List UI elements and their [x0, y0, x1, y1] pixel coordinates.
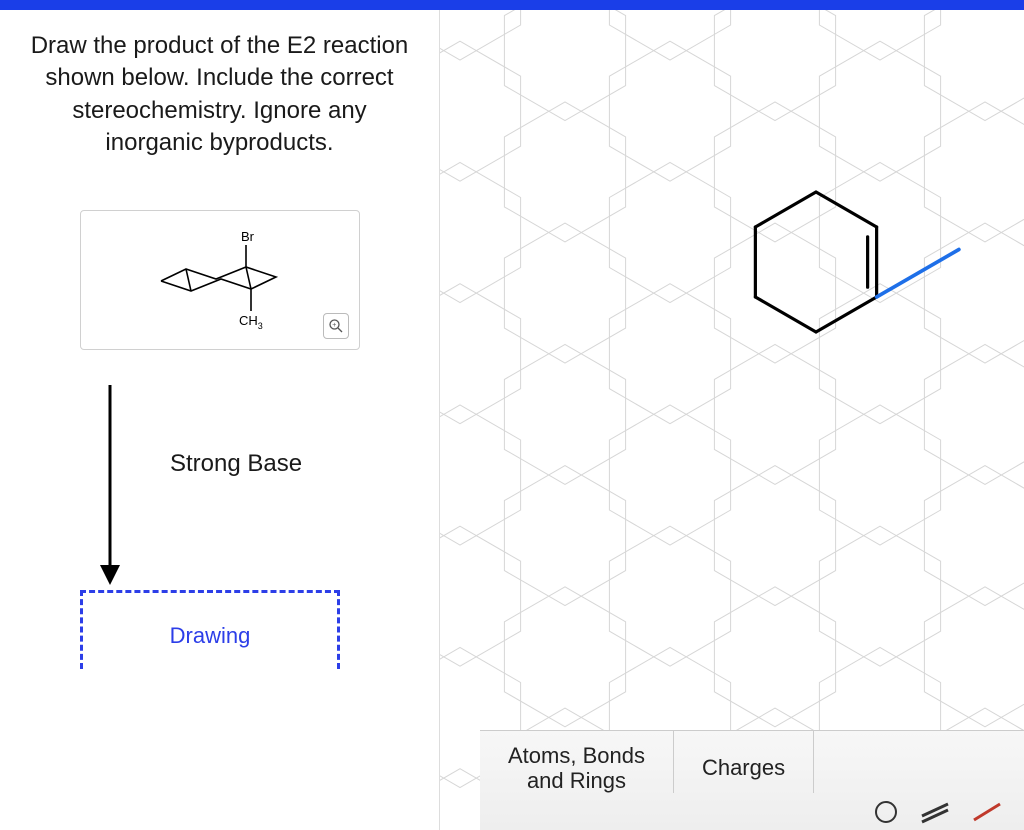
hex-grid-canvas[interactable]	[440, 10, 1024, 830]
tab-label-line2: and Rings	[527, 768, 626, 793]
reaction-condition-label: Strong Base	[170, 450, 302, 478]
drawing-canvas-panel: Atoms, Bonds and Rings Charges	[440, 10, 1024, 830]
tab-label-line1: Atoms, Bonds	[508, 743, 645, 768]
main-layout: Draw the product of the E2 reaction show…	[0, 10, 1024, 830]
reactant-molecule: Br CH3	[91, 221, 351, 341]
toolbar-tool-icons	[872, 798, 1004, 826]
drawing-box-label: Drawing	[170, 623, 251, 648]
top-accent-bar	[0, 0, 1024, 10]
reactant-br-label: Br	[241, 229, 255, 244]
reaction-arrow-region: Strong Base	[90, 380, 409, 590]
tab-label-line1: Charges	[702, 755, 785, 780]
drawing-toolbar: Atoms, Bonds and Rings Charges	[480, 730, 1024, 830]
question-panel: Draw the product of the E2 reaction show…	[0, 10, 440, 830]
svg-text:+: +	[332, 322, 336, 329]
double-bond-tool-icon[interactable]	[918, 800, 952, 824]
question-text: Draw the product of the E2 reaction show…	[30, 30, 409, 160]
reactant-structure-box[interactable]: Br CH3 +	[80, 210, 360, 350]
magnify-icon: +	[328, 318, 344, 334]
zoom-reactant-button[interactable]: +	[323, 313, 349, 339]
tab-atoms-bonds-rings[interactable]: Atoms, Bonds and Rings	[480, 731, 674, 793]
tab-charges[interactable]: Charges	[674, 731, 814, 793]
reaction-arrow-icon	[90, 380, 130, 590]
drawing-target-box[interactable]: Drawing	[80, 590, 340, 669]
ring-tool-icon[interactable]	[872, 798, 900, 826]
single-bond-tool-icon[interactable]	[970, 800, 1004, 824]
reactant-ch3-label: CH3	[239, 313, 263, 331]
